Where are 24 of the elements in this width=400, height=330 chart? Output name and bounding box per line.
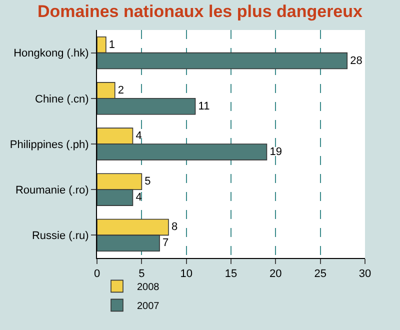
- data-label: 11: [198, 100, 210, 112]
- legend-label: 2008: [137, 282, 160, 294]
- x-tick-label: 5: [138, 268, 145, 280]
- data-label: 7: [162, 237, 169, 250]
- x-tick-label: 15: [224, 268, 238, 280]
- data-label: 19: [270, 146, 282, 158]
- data-label: 2: [118, 84, 124, 96]
- data-label: 28: [350, 54, 362, 67]
- y-tick-label: Russie (.ru): [32, 230, 89, 242]
- y-tick-label: Chine (.cn): [35, 93, 89, 106]
- x-tick-label: 25: [314, 268, 326, 280]
- x-tick-label: 20: [270, 268, 282, 280]
- y-tick-label: Hongkong (.hk): [14, 48, 89, 60]
- x-tick-label: 0: [94, 268, 100, 280]
- y-tick-label: Roumanie (.ro): [15, 184, 89, 196]
- x-tick-label: 30: [358, 268, 372, 280]
- data-label: 8: [171, 221, 178, 234]
- y-tick-label: Philippines (.ph): [10, 138, 89, 151]
- chart-title: Domaines nationaux les plus dangereux: [38, 2, 364, 21]
- data-label: 5: [144, 176, 151, 188]
- x-tick-label: 10: [180, 268, 192, 280]
- data-label: 1: [108, 38, 116, 51]
- legend-label: 2007: [137, 301, 160, 312]
- data-label: 4: [136, 130, 142, 142]
